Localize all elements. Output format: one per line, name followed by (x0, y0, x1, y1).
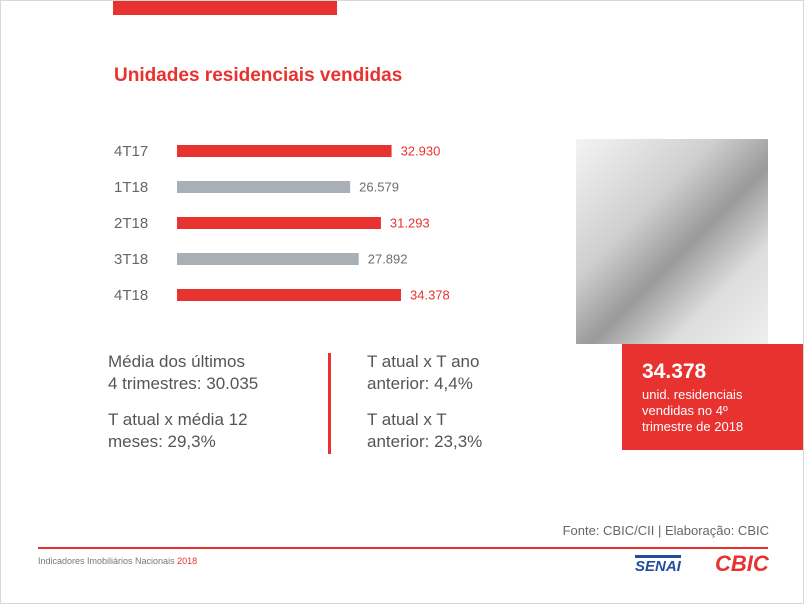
top-accent (113, 1, 337, 15)
category-label: 4T17 (114, 143, 148, 160)
category-label: 1T18 (114, 179, 148, 196)
value-label: 34.378 (410, 287, 450, 302)
callout-text: unid. residenciais vendidas no 4º trimes… (642, 387, 744, 434)
callout-value: 34.378 (642, 360, 707, 383)
divider (328, 353, 331, 454)
logo-senai: SENAI (635, 555, 681, 575)
logo-cbic: CBIC (715, 551, 769, 576)
stat: Média dos últimos 4 trimestres: 30.035 (108, 352, 259, 393)
bar (177, 217, 381, 229)
chart: 4T17 32.930 1T18 26.579 2T18 31.293 3T18 27.892… (114, 143, 450, 304)
stat: T atual x média 12 meses: 29,3% (108, 410, 248, 451)
footer-year: 2018 (177, 556, 198, 566)
chart-title: Unidades residenciais vendidas (114, 65, 403, 86)
category-label: 3T18 (114, 251, 148, 268)
stat: T atual x T ano anterior: 4,4% (367, 352, 480, 393)
callout: 34.378 unid. residenciais vendidas no 4º… (622, 344, 803, 450)
footer-text: Indicadores Imobiliários Nacionais (38, 556, 175, 566)
value-label: 31.293 (390, 215, 430, 230)
bar (177, 181, 351, 193)
bar (177, 289, 401, 301)
photo (576, 139, 768, 344)
value-label: 27.892 (368, 251, 408, 266)
category-label: 2T18 (114, 215, 148, 232)
bar (177, 253, 359, 265)
source: Fonte: CBIC/CII | Elaboração: CBIC (562, 523, 769, 538)
footer-rule (38, 547, 768, 549)
category-label: 4T18 (114, 287, 148, 304)
value-label: 32.930 (401, 143, 441, 158)
value-label: 26.579 (359, 179, 399, 194)
stat: T atual x T anterior: 23,3% (367, 410, 483, 451)
footer: Indicadores Imobiliários Nacionais 2018 (38, 556, 197, 566)
bar (177, 145, 392, 157)
